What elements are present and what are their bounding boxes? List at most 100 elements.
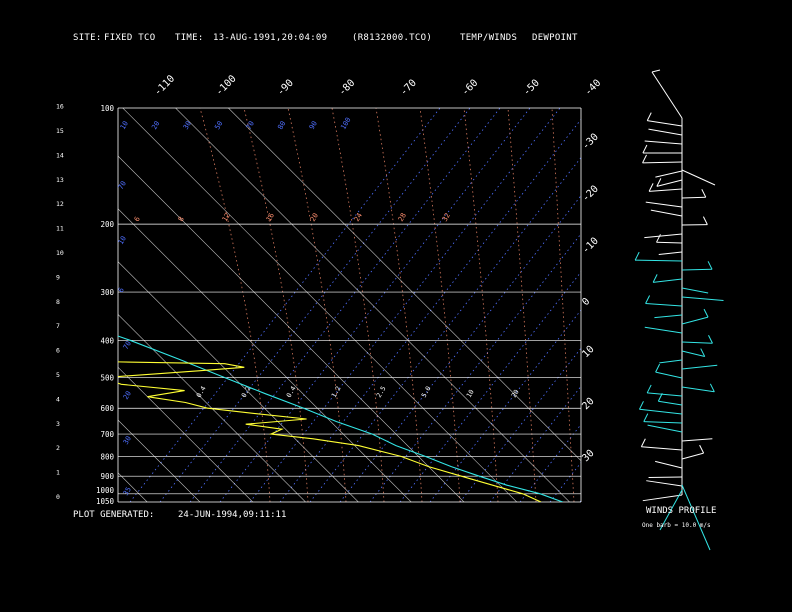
isotherm-label-right: -10 xyxy=(580,236,601,257)
generated-value: 24-JUN-1994,09:11:11 xyxy=(178,510,287,520)
isotherm-line xyxy=(118,314,306,502)
altitude-label: 5 xyxy=(56,371,60,379)
mixing-ratio-label: 20 xyxy=(122,390,133,401)
dewpoint-line xyxy=(118,361,542,502)
adiabat-line xyxy=(463,108,499,502)
wind-barb xyxy=(656,241,683,244)
isotherm-line xyxy=(118,366,253,502)
wind-barb-flag xyxy=(646,384,652,394)
isotherm-label-right: 20 xyxy=(580,396,596,412)
wind-barb xyxy=(647,392,683,397)
altitude-label: 6 xyxy=(56,347,60,355)
altitude-label: 4 xyxy=(56,395,60,403)
mixing-ratio-label: 100 xyxy=(339,116,352,131)
wind-barb xyxy=(659,489,683,531)
mixing-ratio-line xyxy=(579,500,581,502)
pressure-label: 800 xyxy=(100,452,114,461)
mixing-ratio-label: 10 xyxy=(117,235,128,246)
pressure-label: 200 xyxy=(100,220,114,229)
pressure-label: 1050 xyxy=(96,497,115,506)
profile-series xyxy=(118,335,563,502)
temperature-line xyxy=(118,335,563,502)
wind-barb xyxy=(681,452,704,460)
isotherm-label-right: -20 xyxy=(580,184,601,205)
wind-barb xyxy=(644,140,683,145)
mixing-ratio-label: 50 xyxy=(213,120,224,131)
wind-barb-flag xyxy=(703,308,709,318)
mixing-ratio-line xyxy=(369,233,581,502)
wind-barb xyxy=(681,364,718,370)
wind-barb xyxy=(648,476,683,479)
pressure-label: 700 xyxy=(100,430,114,439)
wind-barb-flag xyxy=(657,393,663,402)
isotherm-label-top: -100 xyxy=(214,73,239,98)
pressure-label: 300 xyxy=(100,288,114,297)
adiabat-line xyxy=(419,108,461,502)
inner-label: 2.5 xyxy=(375,385,388,399)
potential-temp-label: 20 xyxy=(309,212,320,223)
wind-barb xyxy=(681,169,716,186)
mixing-ratio-label: 90 xyxy=(308,120,319,131)
wind-barb xyxy=(639,408,683,415)
potential-temp-label: 8 xyxy=(177,215,186,223)
mixing-ratio-line xyxy=(219,108,531,502)
wind-barb-flag xyxy=(642,154,647,164)
wind-barb-top-flag xyxy=(651,69,661,73)
mixing-ratio-line xyxy=(279,118,581,502)
altitude-label: 7 xyxy=(56,322,60,330)
altitude-label: 9 xyxy=(56,273,60,281)
potential-temp-label: 12 xyxy=(221,212,232,223)
isotherm-line xyxy=(122,108,517,502)
wind-barb-flag xyxy=(646,112,652,121)
isotherm-label-top: -40 xyxy=(583,78,604,99)
pressure-label: 100 xyxy=(100,104,114,113)
wind-barb xyxy=(681,438,713,442)
altitude-label: 0 xyxy=(56,493,60,501)
altitude-label: 14 xyxy=(56,151,64,159)
adiabat-line xyxy=(331,108,385,502)
wind-barb xyxy=(658,400,683,406)
wind-barb-flag xyxy=(702,216,708,225)
potential-temp-label: 16 xyxy=(265,212,276,223)
legend-temp: TEMP/WINDS xyxy=(460,33,518,43)
isotherm-label-right: 10 xyxy=(580,344,596,360)
adiabat-lines xyxy=(199,108,575,502)
isobar-lines xyxy=(117,107,582,503)
inner-label: 1.2 xyxy=(330,385,343,399)
wind-barb xyxy=(645,303,683,307)
mixing-ratio-lines xyxy=(129,108,581,502)
isotherm-label-right: -30 xyxy=(580,132,601,153)
wind-barb xyxy=(654,314,683,319)
winds-profile xyxy=(634,69,724,551)
wind-barb xyxy=(642,494,683,502)
wind-barb xyxy=(681,287,709,294)
altitude-label: 2 xyxy=(56,444,60,452)
adiabat-line xyxy=(507,108,537,502)
wind-barb-flag xyxy=(643,413,649,422)
wind-barb-flag xyxy=(652,274,658,283)
pressure-label: 600 xyxy=(100,404,114,413)
potential-temp-label: 28 xyxy=(397,212,408,223)
mixing-ratio-line xyxy=(339,195,581,502)
wind-barb xyxy=(635,259,683,262)
altitude-label: 12 xyxy=(56,200,64,208)
time-label: TIME: xyxy=(175,33,204,43)
wind-barb-flag xyxy=(708,335,713,344)
isotherm-line xyxy=(175,108,570,502)
mixing-ratio-line xyxy=(159,108,471,502)
wind-barb xyxy=(642,161,683,164)
wind-barb xyxy=(681,296,724,301)
wind-barb xyxy=(681,350,705,358)
mixing-ratio-label: 30 xyxy=(182,120,193,131)
isotherm-label-top: -80 xyxy=(337,78,358,99)
altitude-label: 15 xyxy=(56,127,64,135)
isotherm-line xyxy=(0,108,42,502)
mixing-ratio-line xyxy=(489,385,581,502)
wind-barb xyxy=(650,209,683,217)
potential-temp-label: 6 xyxy=(133,215,142,223)
wind-barb-flag xyxy=(655,363,661,373)
mixing-ratio-line xyxy=(309,156,581,502)
wind-barb xyxy=(647,424,683,433)
wind-barb xyxy=(656,179,683,187)
potential-temp-label: 32 xyxy=(441,212,452,223)
